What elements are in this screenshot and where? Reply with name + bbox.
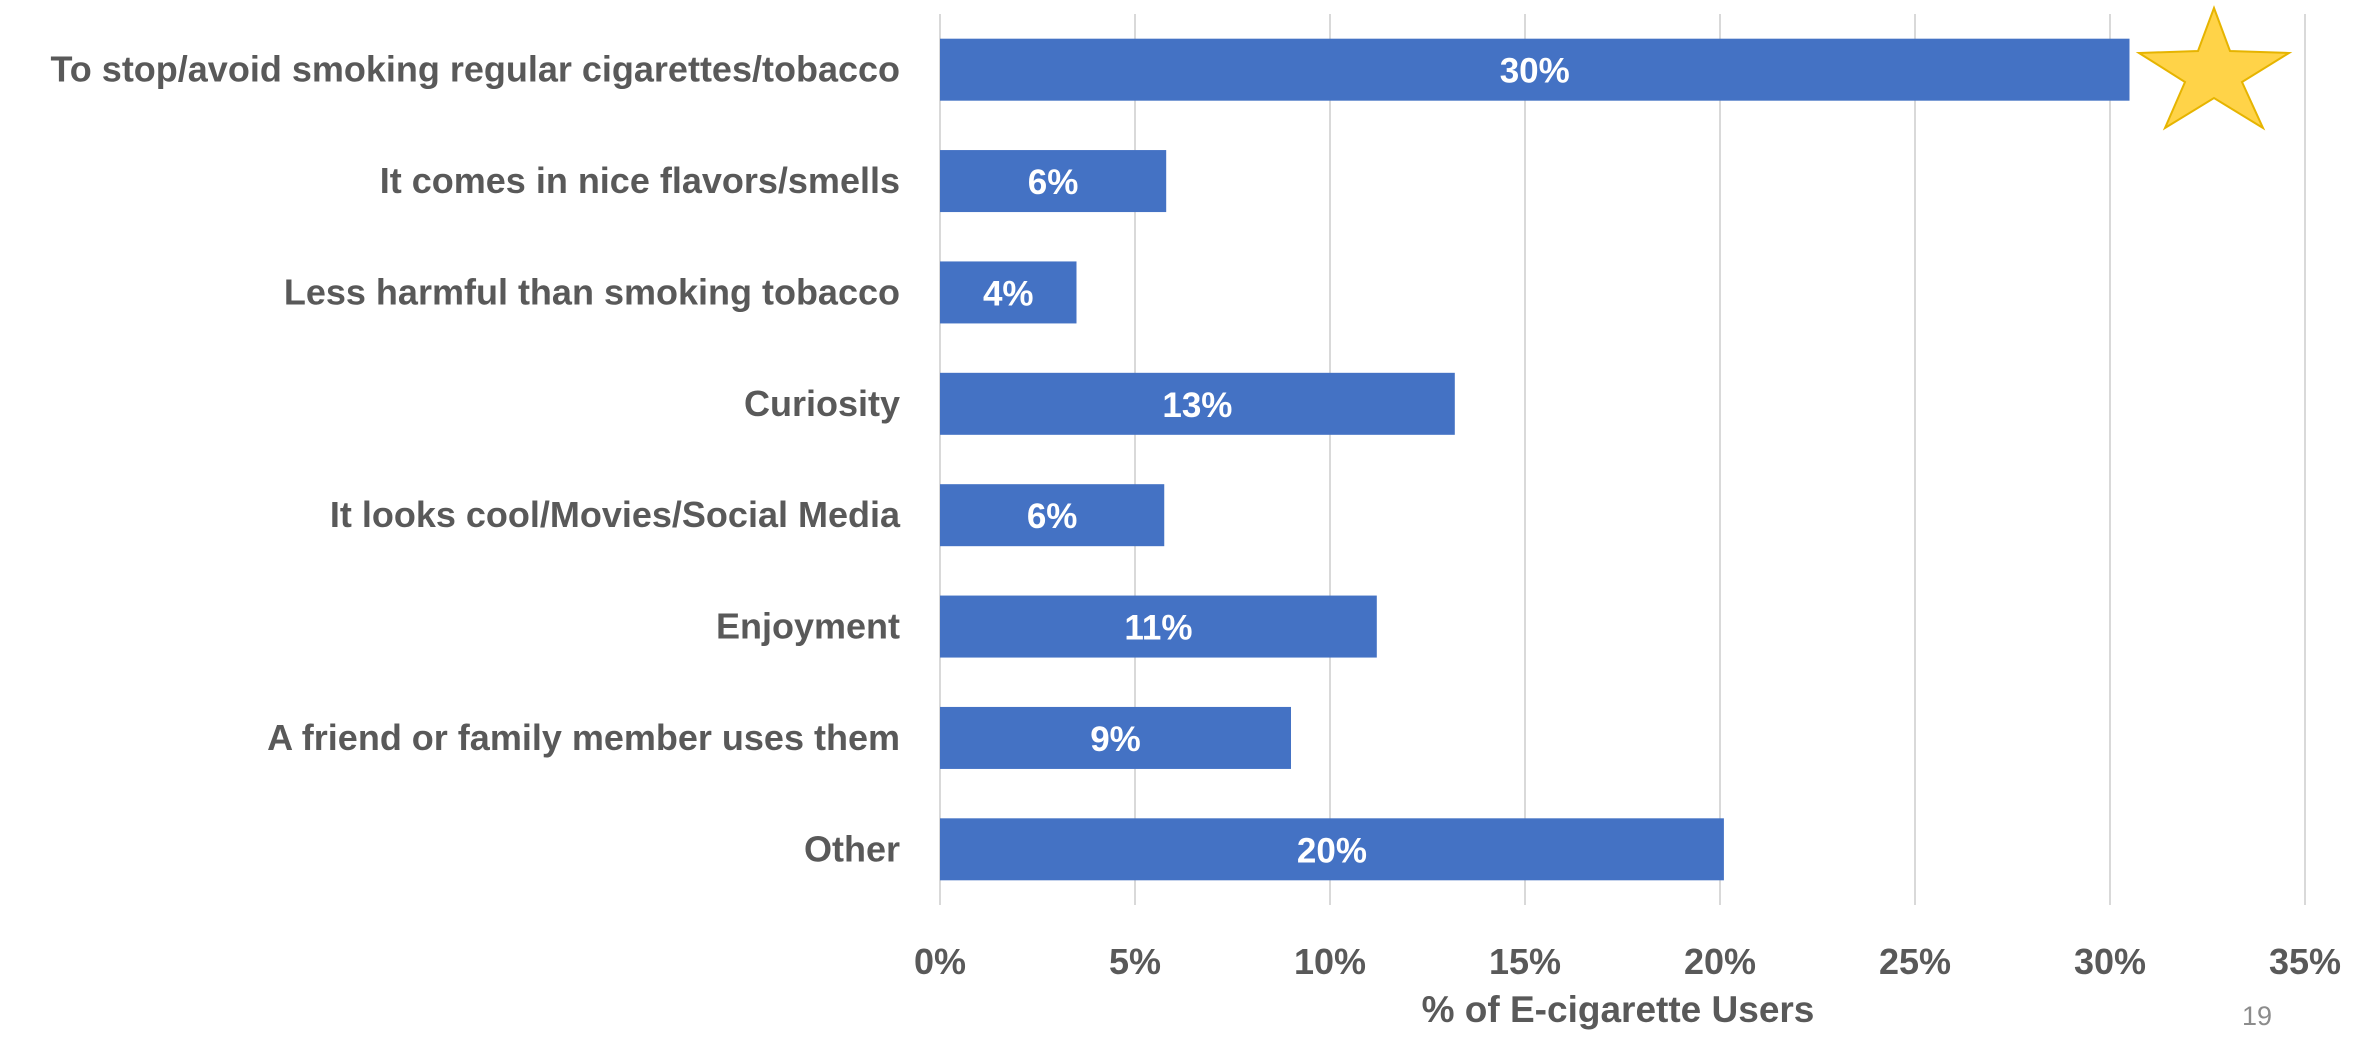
bar xyxy=(940,484,1165,547)
x-tick-label: 5% xyxy=(1109,941,1161,982)
x-tick-labels: 0% 5% 10% 15% 20% 25% 30% 35% xyxy=(914,941,2341,982)
bar xyxy=(940,38,2130,101)
data-label: 20% xyxy=(1297,831,1367,870)
data-label: 11% xyxy=(1124,609,1192,648)
data-label: 6% xyxy=(1028,163,1079,202)
category-label: Other xyxy=(804,828,900,869)
bar xyxy=(940,706,1291,769)
data-label: 4% xyxy=(983,274,1034,313)
bar xyxy=(940,595,1377,658)
category-label: It comes in nice flavors/smells xyxy=(380,160,900,201)
star-icon xyxy=(2135,5,2293,131)
category-label: To stop/avoid smoking regular cigarettes… xyxy=(50,49,900,90)
page-number: 19 xyxy=(2242,1001,2272,1031)
bar xyxy=(940,150,1167,213)
bar xyxy=(940,372,1455,435)
category-label: Enjoyment xyxy=(716,606,900,647)
x-tick-label: 15% xyxy=(1489,941,1561,982)
bar xyxy=(940,261,1077,324)
data-label: 9% xyxy=(1090,720,1141,759)
data-label: 6% xyxy=(1027,497,1078,536)
x-tick-label: 0% xyxy=(914,941,966,982)
x-tick-label: 30% xyxy=(2074,941,2146,982)
x-tick-label: 35% xyxy=(2269,941,2341,982)
x-tick-label: 10% xyxy=(1294,941,1366,982)
category-label: Less harmful than smoking tobacco xyxy=(284,271,900,312)
category-label: A friend or family member uses them xyxy=(267,717,900,758)
bars: 30% 6% 4% 13% 6% 11% 9% 20% xyxy=(940,38,2130,881)
category-label: Curiosity xyxy=(744,383,900,424)
category-label: It looks cool/Movies/Social Media xyxy=(330,494,901,535)
data-label: 13% xyxy=(1162,386,1232,425)
category-labels: To stop/avoid smoking regular cigarettes… xyxy=(50,49,900,870)
x-tick-label: 25% xyxy=(1879,941,1951,982)
bar xyxy=(940,818,1724,881)
gridlines xyxy=(939,14,2306,905)
x-tick-label: 20% xyxy=(1684,941,1756,982)
data-label: 30% xyxy=(1500,52,1570,91)
x-axis-title: % of E-cigarette Users xyxy=(1422,989,1815,1030)
